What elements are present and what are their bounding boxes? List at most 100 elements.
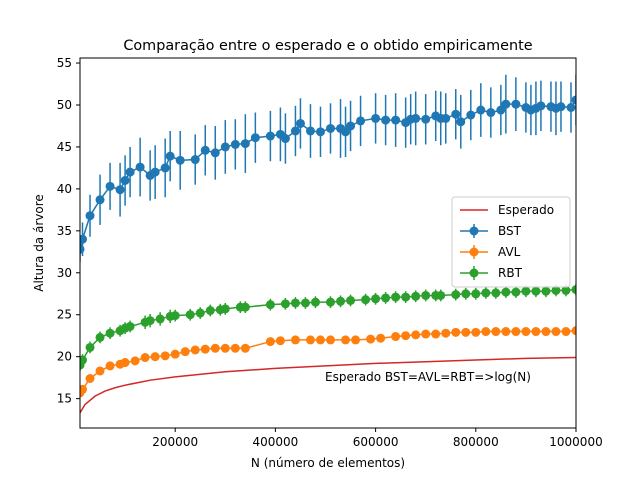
data-point-bst: [265, 131, 275, 141]
data-point-bst: [150, 167, 160, 177]
data-point-avl: [120, 358, 130, 368]
data-point-rbt: [145, 316, 155, 326]
chart-title: Comparação entre o esperado e o obtido e…: [123, 38, 532, 54]
data-point-rbt: [185, 310, 195, 320]
data-point-avl: [421, 329, 431, 339]
data-point-bst: [125, 167, 135, 177]
y-tick-label: 55: [57, 56, 72, 70]
data-point-bst: [326, 123, 336, 133]
y-tick-label: 45: [57, 140, 72, 154]
data-point-avl: [105, 361, 115, 371]
legend-marker-avl: [469, 247, 479, 257]
data-point-avl: [491, 327, 501, 337]
data-point-bst: [486, 108, 496, 118]
legend-label-avl: AVL: [498, 245, 521, 259]
data-point-bst: [566, 103, 576, 113]
data-point-rbt: [551, 285, 561, 295]
data-point-bst: [240, 139, 250, 149]
legend-box: [451, 196, 571, 288]
data-point-bst: [305, 126, 315, 136]
data-point-bst: [456, 117, 466, 127]
data-point-rbt: [220, 304, 230, 314]
data-point-bst: [391, 115, 401, 125]
data-point-bst: [346, 121, 356, 131]
data-point-rbt: [471, 289, 481, 299]
data-point-rbt: [95, 332, 105, 342]
legend: Esperado BST AVL RBT: [451, 196, 571, 288]
data-point-rbt: [481, 288, 491, 298]
data-point-bst: [511, 99, 521, 109]
data-point-rbt: [511, 287, 521, 297]
data-point-avl: [305, 335, 315, 345]
data-point-rbt: [361, 295, 371, 305]
data-point-avl: [411, 330, 421, 340]
data-point-rbt: [265, 300, 275, 310]
data-point-bst: [556, 102, 566, 112]
data-point-rbt: [541, 286, 551, 296]
data-point-rbt: [491, 288, 501, 298]
data-point-bst: [280, 134, 290, 144]
x-tick-label: 600000: [353, 435, 399, 449]
data-point-bst: [200, 145, 210, 155]
data-point-bst: [341, 127, 351, 137]
legend-marker-rbt: [469, 268, 479, 278]
data-point-avl: [531, 327, 541, 337]
data-point-rbt: [310, 297, 320, 307]
data-point-avl: [326, 335, 336, 345]
axes-frame: [79, 57, 577, 429]
data-point-avl: [571, 326, 576, 336]
data-point-avl: [210, 343, 220, 353]
data-point-rbt: [401, 292, 411, 302]
y-tick-label: 20: [57, 350, 72, 364]
chart-annotation: Esperado BST=AVL=RBT=>log(N): [325, 370, 531, 384]
data-point-avl: [180, 347, 190, 357]
plot-area: [80, 74, 576, 414]
data-point-rbt: [461, 289, 471, 299]
data-point-avl: [481, 327, 491, 337]
data-point-rbt: [85, 342, 95, 352]
data-point-avl: [85, 373, 95, 383]
data-point-rbt: [371, 294, 381, 304]
data-point-bst: [175, 155, 185, 165]
data-point-avl: [561, 327, 571, 337]
data-point-bst: [315, 127, 325, 137]
data-point-bst: [411, 113, 421, 123]
data-point-rbt: [501, 287, 511, 297]
y-axis-label: Altura da árvore: [32, 194, 46, 292]
data-point-avl: [230, 343, 240, 353]
data-point-bst: [120, 175, 130, 185]
x-tick-label: 1000000: [549, 435, 602, 449]
data-point-avl: [551, 327, 561, 337]
data-point-bst: [295, 118, 305, 128]
data-point-bst: [356, 116, 366, 126]
data-point-bst: [160, 163, 170, 173]
data-point-rbt: [336, 296, 346, 306]
data-point-avl: [501, 327, 511, 337]
y-tick-label: 50: [57, 98, 72, 112]
data-point-avl: [80, 384, 88, 394]
legend-label-bst: BST: [498, 224, 522, 238]
data-point-bst: [501, 99, 511, 109]
data-point-avl: [315, 335, 325, 345]
data-point-bst: [80, 244, 85, 254]
data-point-avl: [130, 356, 140, 366]
series-rbt: [80, 283, 576, 371]
data-point-avl: [150, 352, 160, 362]
data-point-avl: [170, 349, 180, 359]
data-point-bst: [85, 211, 95, 221]
data-point-bst: [571, 95, 576, 105]
data-point-rbt: [290, 298, 300, 308]
data-point-rbt: [411, 291, 421, 301]
data-point-avl: [471, 327, 481, 337]
data-point-bst: [250, 133, 260, 143]
axes: 200000 400000 600000 800000 1000000 15 20 25 30 3…: [57, 56, 603, 449]
y-tick-label: 35: [57, 224, 72, 238]
legend-marker-bst: [469, 226, 479, 236]
data-point-rbt: [391, 292, 401, 302]
data-point-rbt: [105, 328, 115, 338]
y-tick-label: 30: [57, 266, 72, 280]
data-point-bst: [381, 115, 391, 125]
data-point-rbt: [80, 355, 88, 365]
